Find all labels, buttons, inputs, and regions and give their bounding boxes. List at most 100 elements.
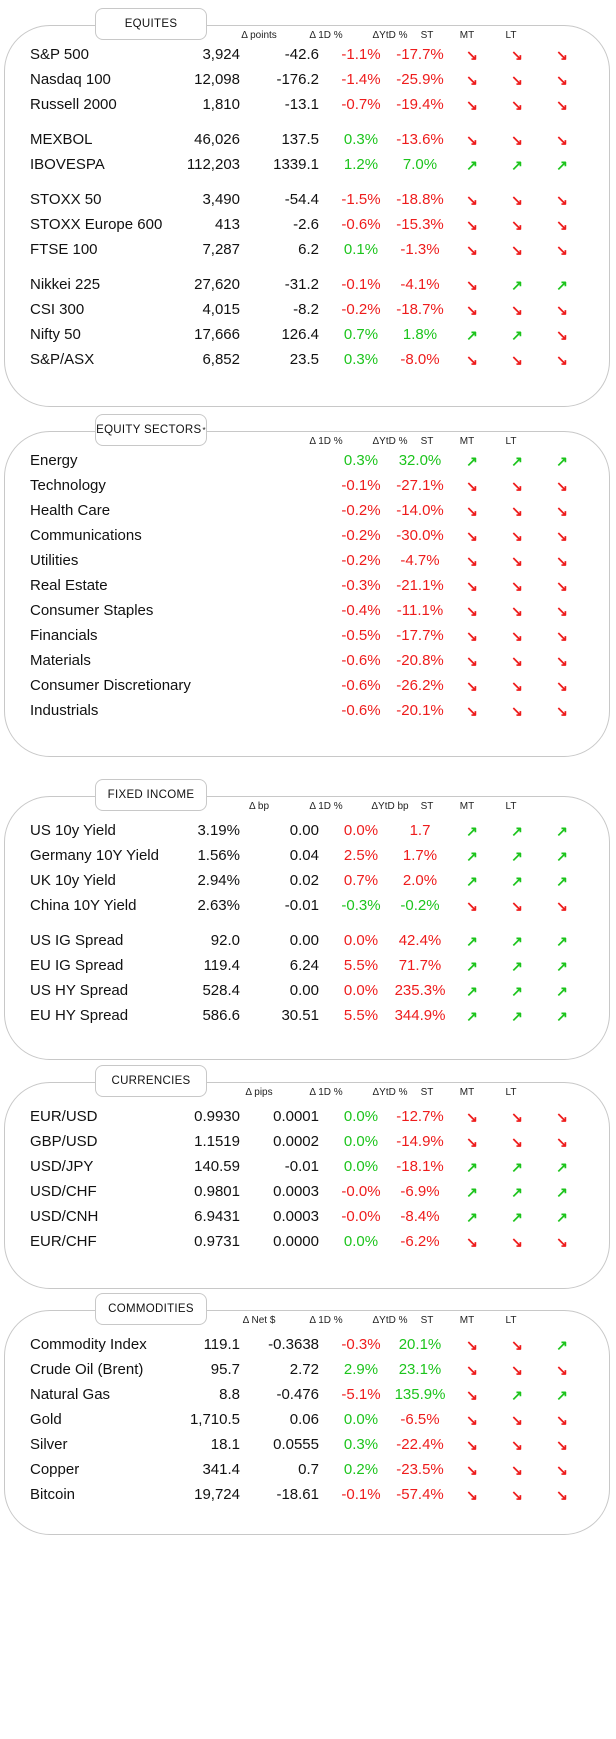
trend-lt-down-icon: ↘ [556,628,568,644]
last-value: 140.59 [194,1158,240,1175]
table-row: USD/CNH 6.9431 0.0003 -0.0% -8.4% ↗ ↗ ↗ [0,1205,616,1229]
table-row: Natural Gas 8.8 -0.476 -5.1% 135.9% ↘ ↗ ↗ [0,1383,616,1407]
column-header-v2: Δ pips [245,1087,273,1098]
section-title-text: CURRENCIES [111,1075,191,1087]
change-1d: 0.0% [343,1158,379,1175]
trend-mt-down-icon: ↘ [511,1487,523,1503]
change-1d: 0.0% [343,822,379,839]
table-row: S&P/ASX 6,852 23.5 0.3% -8.0% ↘ ↘ ↘ [0,348,616,372]
last-value: 1,810 [202,96,240,113]
change-value: 0.0003 [273,1208,319,1225]
change-value: -2.6 [293,216,319,233]
instrument-name: MEXBOL [30,131,93,148]
trend-st-up-icon: ↗ [466,1008,478,1024]
instrument-name: Nikkei 225 [30,276,101,293]
table-row: MEXBOL 46,026 137.5 0.3% -13.6% ↘ ↘ ↘ [0,128,616,152]
change-1d: -0.5% [341,627,381,644]
change-value: 0.00 [289,982,319,999]
trend-mt-down-icon: ↘ [511,217,523,233]
table-row: EU IG Spread 119.4 6.24 5.5% 71.7% ↗ ↗ ↗ [0,954,616,978]
change-ytd: 1.7 [409,822,431,839]
instrument-name: China 10Y Yield [30,897,137,914]
trend-lt-up-icon: ↗ [556,983,568,999]
column-header-ytd: ΔYtD % [372,1087,408,1098]
trend-lt-down-icon: ↘ [556,327,568,343]
trend-mt-up-icon: ↗ [511,848,523,864]
change-1d: -0.2% [341,502,381,519]
change-value: 126.4 [281,326,319,343]
change-ytd: -18.7% [396,301,444,318]
change-1d: -5.1% [341,1386,381,1403]
column-header-ytd: ΔYtD % [372,1315,408,1326]
trend-mt-up-icon: ↗ [511,157,523,173]
change-ytd: -27.1% [396,477,444,494]
instrument-name: EU IG Spread [30,957,124,974]
change-1d: 0.7% [343,326,379,343]
instrument-name: USD/JPY [30,1158,94,1175]
change-1d: -1.1% [341,46,381,63]
instrument-name: USD/CNH [30,1208,99,1225]
change-1d: -1.4% [341,71,381,88]
trend-st-up-icon: ↗ [466,453,478,469]
trend-mt-up-icon: ↗ [511,327,523,343]
trend-lt-down-icon: ↘ [556,97,568,113]
trend-st-down-icon: ↘ [466,47,478,63]
change-ytd: 235.3% [394,982,446,999]
column-header-mt: MT [459,436,475,447]
table-row: EUR/USD 0.9930 0.0001 0.0% -12.7% ↘ ↘ ↘ [0,1105,616,1129]
last-value: 3,924 [202,46,240,63]
trend-st-up-icon: ↗ [466,848,478,864]
trend-lt-down-icon: ↘ [556,1412,568,1428]
change-ytd: -30.0% [396,527,444,544]
instrument-name: S&P 500 [30,46,89,63]
last-value: 119.1 [203,1336,240,1353]
trend-st-down-icon: ↘ [466,653,478,669]
trend-lt-down-icon: ↘ [556,578,568,594]
trend-st-up-icon: ↗ [466,327,478,343]
table-row: UK 10y Yield 2.94% 0.02 0.7% 2.0% ↗ ↗ ↗ [0,869,616,893]
trend-mt-down-icon: ↘ [511,553,523,569]
trend-st-down-icon: ↘ [466,302,478,318]
column-header-d1: Δ 1D % [309,1087,343,1098]
trend-lt-down-icon: ↘ [556,1109,568,1125]
instrument-name: Germany 10Y Yield [30,847,159,864]
trend-lt-up-icon: ↗ [556,157,568,173]
change-1d: 0.0% [343,1108,379,1125]
trend-mt-down-icon: ↘ [511,192,523,208]
instrument-name: Industrials [30,702,99,719]
change-value: -8.2 [293,301,319,318]
trend-st-down-icon: ↘ [466,1437,478,1453]
change-ytd: -23.5% [396,1461,444,1478]
trend-lt-down-icon: ↘ [556,242,568,258]
column-header-lt: LT [505,1087,517,1098]
trend-mt-down-icon: ↘ [511,72,523,88]
change-1d: -0.2% [341,552,381,569]
trend-st-up-icon: ↗ [466,958,478,974]
table-row: Bitcoin 19,724 -18.61 -0.1% -57.4% ↘ ↘ ↘ [0,1483,616,1507]
table-row: STOXX 50 3,490 -54.4 -1.5% -18.8% ↘ ↘ ↘ [0,188,616,212]
trend-lt-down-icon: ↘ [556,603,568,619]
table-row: Technology -0.1% -27.1% ↘ ↘ ↘ [0,474,616,498]
section-panel-equites [4,25,610,407]
change-value: 2.72 [289,1361,319,1378]
trend-st-down-icon: ↘ [466,528,478,544]
change-1d: -0.6% [341,652,381,669]
trend-mt-up-icon: ↗ [511,873,523,889]
change-1d: 2.5% [343,847,379,864]
table-row: Commodity Index 119.1 -0.3638 -0.3% 20.1% ↘ ↘ ↗ [0,1333,616,1357]
change-value: 0.04 [289,847,319,864]
instrument-name: Consumer Discretionary [30,677,191,694]
trend-lt-down-icon: ↘ [556,1437,568,1453]
change-ytd: -57.4% [396,1486,444,1503]
change-ytd: 23.1% [398,1361,442,1378]
change-ytd: -15.3% [396,216,444,233]
change-ytd: -22.4% [396,1436,444,1453]
trend-st-down-icon: ↘ [466,1234,478,1250]
change-1d: 0.3% [343,131,379,148]
change-1d: -0.7% [341,96,381,113]
table-row: FTSE 100 7,287 6.2 0.1% -1.3% ↘ ↘ ↘ [0,238,616,262]
change-ytd: -17.7% [396,627,444,644]
change-ytd: 32.0% [398,452,442,469]
change-ytd: -17.7% [396,46,444,63]
change-1d: 0.3% [343,452,379,469]
